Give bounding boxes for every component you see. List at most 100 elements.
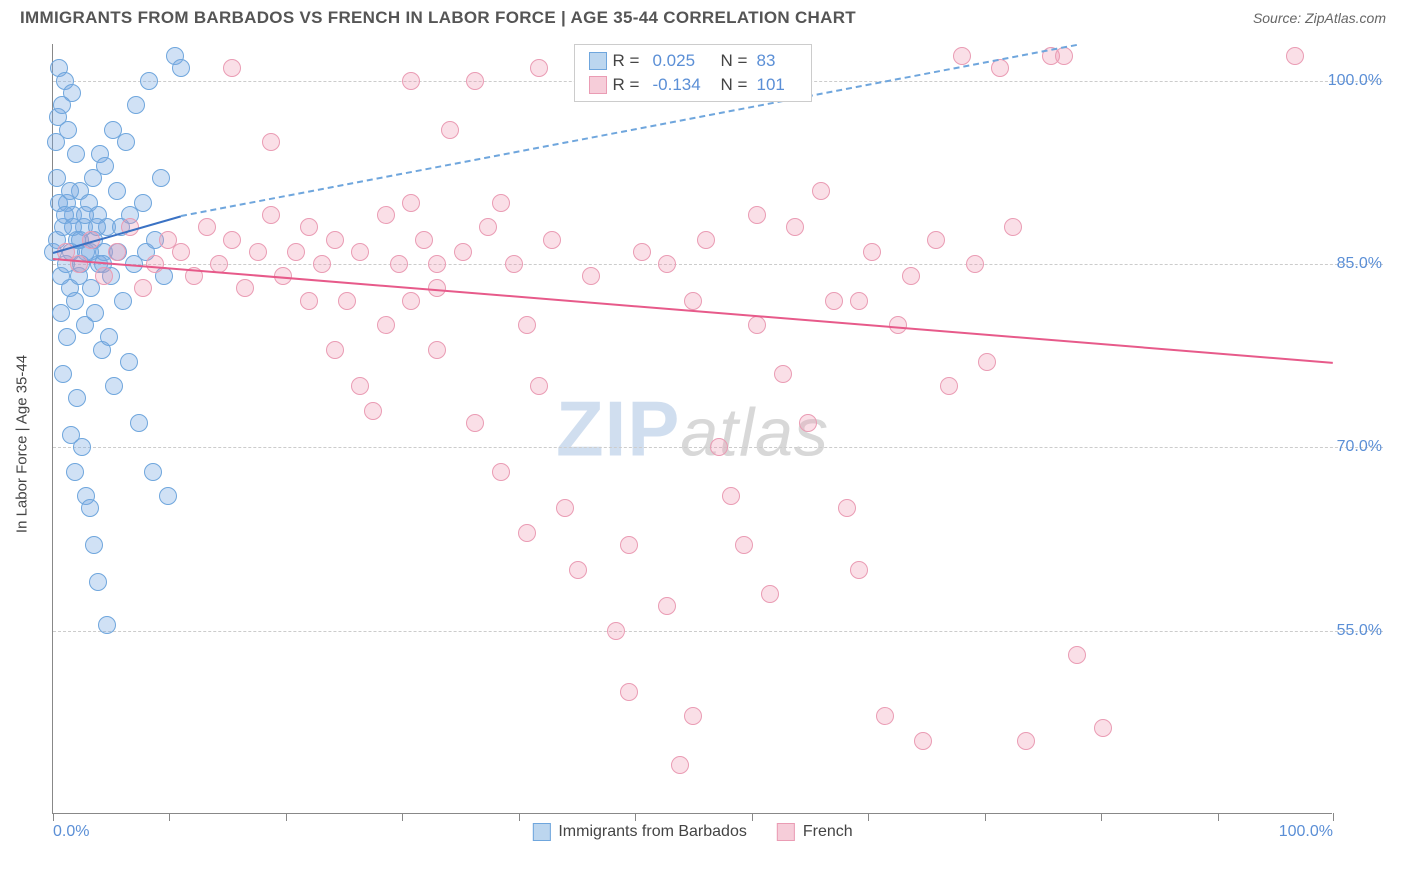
- data-point: [684, 707, 702, 725]
- y-tick-label: 55.0%: [1337, 622, 1382, 640]
- data-point: [671, 756, 689, 774]
- data-point: [338, 292, 356, 310]
- swatch-barbados-icon: [532, 823, 550, 841]
- data-point: [300, 292, 318, 310]
- data-point: [658, 255, 676, 273]
- data-point: [66, 292, 84, 310]
- data-point: [326, 231, 344, 249]
- data-point: [364, 402, 382, 420]
- data-point: [390, 255, 408, 273]
- x-tick: [635, 813, 636, 821]
- y-tick-label: 85.0%: [1337, 255, 1382, 273]
- data-point: [1055, 47, 1073, 65]
- data-point: [466, 72, 484, 90]
- data-point: [326, 341, 344, 359]
- stats-row-barbados: R = 0.025 N = 83: [589, 49, 797, 73]
- data-point: [902, 267, 920, 285]
- data-point: [761, 585, 779, 603]
- x-tick: [169, 813, 170, 821]
- data-point: [697, 231, 715, 249]
- data-point: [96, 157, 114, 175]
- data-point: [658, 597, 676, 615]
- x-tick-label: 100.0%: [1279, 823, 1333, 841]
- y-tick-label: 70.0%: [1337, 438, 1382, 456]
- data-point: [850, 561, 868, 579]
- data-point: [582, 267, 600, 285]
- data-point: [953, 47, 971, 65]
- data-point: [479, 218, 497, 236]
- data-point: [710, 438, 728, 456]
- x-tick-label: 0.0%: [53, 823, 89, 841]
- data-point: [415, 231, 433, 249]
- x-tick: [53, 813, 54, 821]
- data-point: [850, 292, 868, 310]
- data-point: [748, 316, 766, 334]
- data-point: [492, 194, 510, 212]
- x-tick: [868, 813, 869, 821]
- data-point: [543, 231, 561, 249]
- data-point: [492, 463, 510, 481]
- data-point: [95, 267, 113, 285]
- x-tick: [1218, 813, 1219, 821]
- data-point: [262, 133, 280, 151]
- data-point: [1094, 719, 1112, 737]
- data-point: [98, 616, 116, 634]
- data-point: [61, 182, 79, 200]
- data-point: [223, 59, 241, 77]
- swatch-barbados: [589, 52, 607, 70]
- x-tick: [402, 813, 403, 821]
- data-point: [117, 133, 135, 151]
- data-point: [249, 243, 267, 261]
- data-point: [58, 328, 76, 346]
- data-point: [70, 255, 88, 273]
- data-point: [966, 255, 984, 273]
- data-point: [825, 292, 843, 310]
- swatch-french: [589, 76, 607, 94]
- data-point: [377, 316, 395, 334]
- data-point: [236, 279, 254, 297]
- series-legend: Immigrants from Barbados French: [532, 823, 852, 841]
- data-point: [684, 292, 702, 310]
- chart-title: IMMIGRANTS FROM BARBADOS VS FRENCH IN LA…: [20, 8, 856, 28]
- data-point: [134, 194, 152, 212]
- data-point: [47, 133, 65, 151]
- data-point: [1017, 732, 1035, 750]
- data-point: [530, 59, 548, 77]
- data-point: [441, 121, 459, 139]
- data-point: [1004, 218, 1022, 236]
- data-point: [172, 243, 190, 261]
- data-point: [67, 145, 85, 163]
- data-point: [1068, 646, 1086, 664]
- data-point: [518, 316, 536, 334]
- data-point: [300, 218, 318, 236]
- x-tick: [985, 813, 986, 821]
- data-point: [85, 536, 103, 554]
- data-point: [620, 683, 638, 701]
- x-tick: [519, 813, 520, 821]
- data-point: [223, 231, 241, 249]
- data-point: [100, 328, 118, 346]
- stats-row-french: R = -0.134 N = 101: [589, 73, 797, 97]
- data-point: [748, 206, 766, 224]
- data-point: [351, 243, 369, 261]
- data-point: [799, 414, 817, 432]
- data-point: [876, 707, 894, 725]
- data-point: [428, 341, 446, 359]
- x-tick: [286, 813, 287, 821]
- data-point: [978, 353, 996, 371]
- data-point: [287, 243, 305, 261]
- data-point: [402, 72, 420, 90]
- data-point: [52, 304, 70, 322]
- data-point: [466, 414, 484, 432]
- data-point: [159, 487, 177, 505]
- data-point: [377, 206, 395, 224]
- data-point: [66, 463, 84, 481]
- data-point: [105, 377, 123, 395]
- data-point: [313, 255, 331, 273]
- data-point: [428, 255, 446, 273]
- data-point: [607, 622, 625, 640]
- chart-container: ZIPatlas R = 0.025 N = 83 R = -0.134 N =…: [52, 44, 1382, 844]
- data-point: [1286, 47, 1304, 65]
- data-point: [402, 194, 420, 212]
- data-point: [198, 218, 216, 236]
